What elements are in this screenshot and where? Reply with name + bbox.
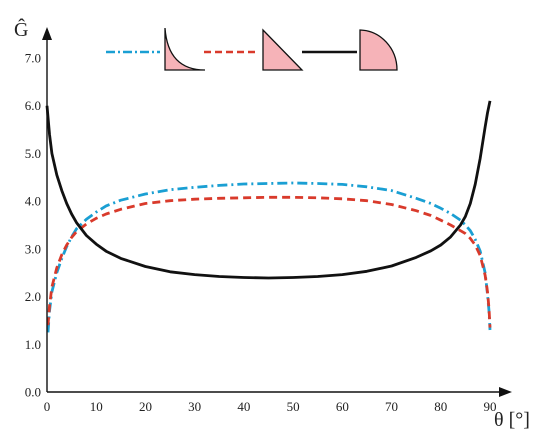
ticks-layer: 0 10 20 30 40 50 60 70 80 90 0.0 1.0 2.0 3.0 4.0 5.0 6.0… (25, 51, 497, 415)
x-tick-label: 70 (385, 399, 398, 414)
x-tick-label: 20 (139, 399, 152, 414)
y-axis-arrowhead (42, 27, 52, 40)
x-tick-label: 0 (44, 399, 51, 414)
y-axis-label: Ĝ (14, 17, 28, 41)
x-tick-label: 60 (336, 399, 349, 414)
y-tick-label: 3.0 (25, 241, 41, 256)
y-tick-label: 5.0 (25, 146, 41, 161)
legend (106, 27, 398, 71)
y-tick-label: 4.0 (25, 194, 41, 209)
series-layer (45, 100, 492, 333)
x-tick-label: 90 (484, 399, 497, 414)
series-line-straight-profile (46, 195, 492, 328)
y-tick-label: 1.0 (25, 337, 41, 352)
x-axis-label: θ [°] (494, 409, 530, 431)
convex-quarter-round-icon (359, 29, 398, 71)
series-line-concave-profile (46, 181, 492, 333)
x-tick-label: 10 (90, 399, 103, 414)
y-tick-label: 0.0 (25, 385, 41, 400)
concave-quarter-fillet-icon (164, 27, 206, 71)
series-line-convex-profile (45, 100, 492, 280)
x-tick-label: 50 (287, 399, 300, 414)
y-tick-label: 2.0 (25, 289, 41, 304)
straight-triangle-icon (262, 28, 304, 71)
y-tick-label: 7.0 (25, 51, 41, 66)
x-tick-label: 30 (188, 399, 201, 414)
x-tick-label: 40 (237, 399, 250, 414)
y-tick-label: 6.0 (25, 98, 41, 113)
x-axis-arrowhead (499, 387, 512, 397)
x-tick-label: 80 (434, 399, 447, 414)
